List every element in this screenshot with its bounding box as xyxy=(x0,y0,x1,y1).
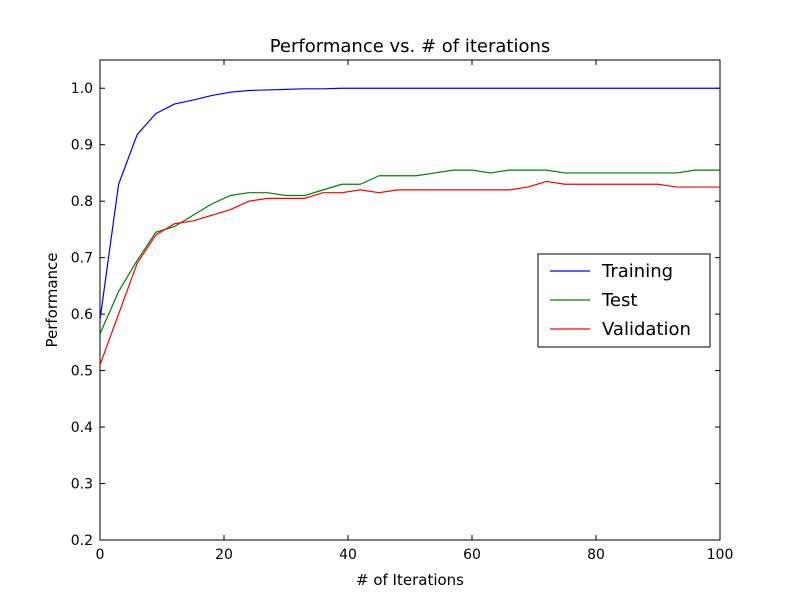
x-tick-label: 40 xyxy=(339,547,357,563)
y-tick-label: 0.9 xyxy=(71,138,93,154)
y-tick-label: 0.3 xyxy=(71,477,93,493)
series-lines xyxy=(99,87,720,366)
y-tick-label: 0.5 xyxy=(71,364,93,380)
series-line-training xyxy=(99,87,720,320)
y-tick-label: 0.8 xyxy=(71,194,93,210)
y-axis-ticks: 0.2 0.3 0.4 0.5 0.6 0.7 0.8 0.9 1.0 xyxy=(71,81,720,549)
x-tick-label: 20 xyxy=(215,547,233,563)
legend-label: Validation xyxy=(602,319,691,340)
y-tick-label: 1.0 xyxy=(71,81,93,97)
legend: Training Test Validation xyxy=(537,253,711,348)
y-tick-label: 0.2 xyxy=(71,533,93,549)
series-line-test xyxy=(99,169,720,335)
y-tick-label: 0.7 xyxy=(71,251,93,267)
legend-label: Test xyxy=(601,290,637,311)
y-axis-label: Performance xyxy=(43,252,61,347)
x-tick-label: 80 xyxy=(587,547,605,563)
x-tick-label: 0 xyxy=(96,547,105,563)
y-tick-label: 0.4 xyxy=(71,420,93,436)
x-tick-label: 60 xyxy=(463,547,481,563)
chart-title: Performance vs. # of iterations xyxy=(270,36,551,57)
x-axis-ticks: 0 20 40 60 80 100 xyxy=(96,60,734,563)
legend-label: Training xyxy=(601,261,673,282)
x-tick-label: 100 xyxy=(707,547,734,563)
y-tick-label: 0.6 xyxy=(71,307,93,323)
series-line-validation xyxy=(99,180,720,366)
x-axis-label: # of Iterations xyxy=(356,571,464,589)
